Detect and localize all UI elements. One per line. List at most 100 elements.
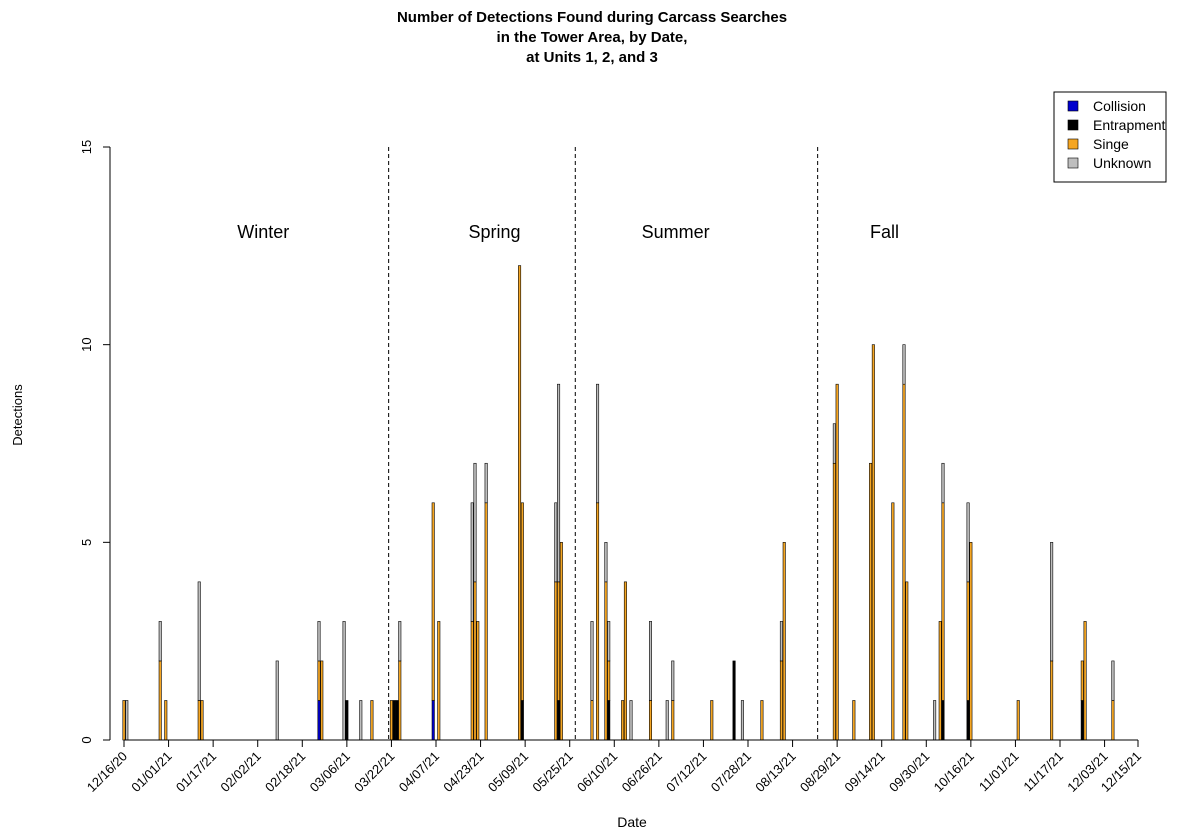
chart-title-line-2: in the Tower Area, by Date, (497, 29, 688, 46)
bar-segment-entrapment (345, 700, 349, 741)
bar-segment-singe (832, 462, 836, 741)
bar-segment-singe (871, 344, 875, 741)
bar-segment-unknown (671, 660, 675, 701)
y-tick-label: 5 (79, 539, 94, 546)
season-labels: Winter Spring Summer Fall (237, 222, 899, 242)
bar-segment-singe (590, 700, 594, 741)
bar-segment-singe (852, 700, 856, 741)
x-tick-label: 08/29/21 (797, 749, 843, 795)
bar-segment-singe (760, 700, 764, 741)
bar-segment-singe (671, 700, 675, 741)
bar-segment-singe (557, 581, 561, 701)
bar-segment-singe (122, 700, 126, 741)
bar-segment-collision (317, 700, 321, 741)
bar-segment-singe (370, 700, 374, 741)
chart-title: Number of Detections Found during Carcas… (397, 9, 787, 66)
legend-label-unknown: Unknown (1093, 155, 1151, 171)
legend-label-singe: Singe (1093, 136, 1129, 152)
bar-segment-unknown (590, 621, 594, 701)
x-axis: 12/16/2001/01/2101/17/2102/02/2102/18/21… (84, 739, 1144, 795)
bar-segment-singe (1080, 660, 1084, 701)
bar-segment-singe (623, 581, 627, 741)
y-axis-label: Detections (10, 384, 25, 446)
x-tick-label: 10/16/21 (931, 749, 977, 795)
bar-segment-unknown (832, 423, 836, 464)
bar-segment-unknown (1111, 660, 1115, 701)
x-tick-label: 09/14/21 (841, 749, 887, 795)
bar-segment-unknown (941, 462, 945, 504)
bar-segment-singe (520, 502, 524, 701)
bar-segment-unknown (966, 502, 970, 583)
bar-segment-singe (476, 621, 480, 741)
season-dividers (388, 147, 819, 740)
bar-segment-singe (518, 265, 522, 741)
bar-segment-unknown (398, 621, 402, 662)
y-axis: 0 5 10 15 (79, 140, 111, 744)
bar-segment-singe (389, 700, 393, 741)
bar-segment-singe (437, 621, 441, 741)
legend-label-entrapment: Entrapment (1093, 117, 1165, 133)
x-tick-label: 09/30/21 (886, 749, 932, 795)
bar-series (122, 265, 1115, 741)
bar-segment-collision (431, 700, 435, 741)
chart-title-line-1: Number of Detections Found during Carcas… (397, 9, 787, 26)
bar-segment-singe (470, 621, 474, 741)
bar-segment-unknown (665, 700, 669, 741)
bar-segment-singe (969, 542, 973, 741)
bar-segment-entrapment (941, 700, 945, 741)
season-label: Winter (237, 222, 289, 242)
bar-segment-singe (164, 700, 168, 741)
bar-segment-singe (431, 502, 435, 701)
x-tick-label: 12/16/20 (84, 749, 130, 795)
bar-segment-singe (966, 581, 970, 701)
legend: Collision Entrapment Singe Unknown (1053, 91, 1167, 183)
bar-segment-singe (782, 542, 786, 741)
bar-segment-singe (905, 581, 909, 741)
bar-segment-singe (902, 383, 906, 741)
x-tick-label: 02/18/21 (262, 749, 308, 795)
chart-title-line-3: at Units 1, 2, and 3 (526, 49, 658, 66)
x-tick-label: 04/07/21 (396, 749, 442, 795)
legend-swatch-singe (1067, 138, 1079, 150)
legend-swatch-collision (1067, 100, 1079, 112)
bar-segment-singe (200, 700, 204, 741)
bar-segment-unknown (484, 462, 488, 504)
x-tick-label: 07/28/21 (708, 749, 754, 795)
bar-segment-unknown (596, 383, 600, 504)
bar-segment-singe (607, 660, 611, 701)
bar-segment-singe (1083, 621, 1087, 741)
bar-segment-singe (398, 660, 402, 741)
bar-segment-singe (320, 660, 324, 741)
bar-segment-unknown (275, 660, 279, 741)
x-tick-label: 06/26/21 (619, 749, 665, 795)
legend-label-collision: Collision (1093, 98, 1146, 114)
bar-segment-unknown (470, 502, 474, 622)
bar-segment-singe (197, 700, 201, 741)
bar-segment-entrapment (1080, 700, 1084, 741)
bar-segment-unknown (902, 344, 906, 385)
season-label: Fall (870, 222, 899, 242)
bar-segment-entrapment (392, 700, 396, 741)
bar-segment-singe (891, 502, 895, 741)
y-tick-label: 10 (79, 337, 94, 351)
bar-segment-singe (621, 700, 625, 741)
bar-segment-entrapment (395, 700, 399, 741)
bar-segment-singe (869, 462, 873, 741)
x-tick-label: 07/12/21 (663, 749, 709, 795)
bar-segment-unknown (317, 621, 321, 662)
bar-segment-entrapment (557, 700, 561, 741)
bar-segment-unknown (158, 621, 162, 662)
season-label: Summer (642, 222, 710, 242)
bar-segment-unknown (629, 700, 633, 741)
bar-segment-singe (1050, 660, 1054, 741)
bar-segment-entrapment (520, 700, 524, 741)
bar-segment-singe (604, 581, 608, 741)
bar-segment-singe (835, 383, 839, 741)
x-tick-label: 06/10/21 (574, 749, 620, 795)
bar-segment-singe (559, 542, 563, 741)
x-tick-label: 01/17/21 (173, 749, 219, 795)
bar-segment-singe (1111, 700, 1115, 741)
x-axis-label: Date (617, 814, 647, 828)
legend-swatch-unknown (1067, 157, 1079, 169)
